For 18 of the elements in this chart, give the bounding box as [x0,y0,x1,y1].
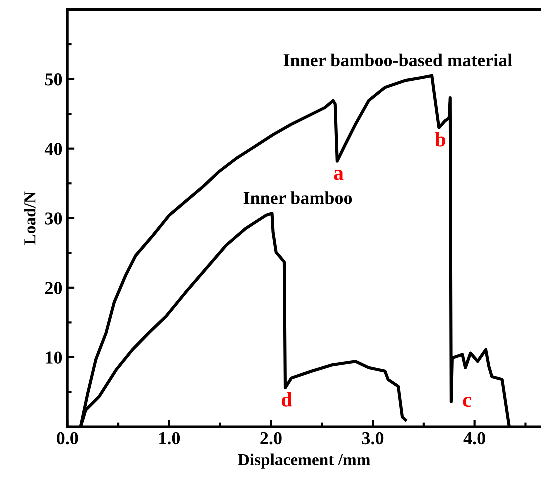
x-tick-label: 1.0 [160,432,180,445]
x-axis-title: Displacement /mm [238,454,370,469]
y-tick-label: 50 [45,74,62,86]
x-tick-label: 0.0 [57,432,78,445]
annotation: b [435,132,446,147]
y-tick-label: 10 [46,352,62,364]
y-tick-label: 30 [45,212,62,225]
y-tick-label: 20 [45,282,62,294]
annotation: c [463,397,472,408]
x-tick-label: 4.0 [464,432,486,445]
y-tick-label: 40 [44,143,62,156]
x-tick-label: 3.0 [362,432,384,445]
series-label: Inner bamboo [244,192,352,204]
annotation: a [334,170,344,180]
y-axis-title: Load/N [24,192,36,245]
x-tick-label: 2.0 [260,432,282,445]
series-label: Inner bamboo-based material [284,54,512,67]
annotation: d [282,392,292,407]
